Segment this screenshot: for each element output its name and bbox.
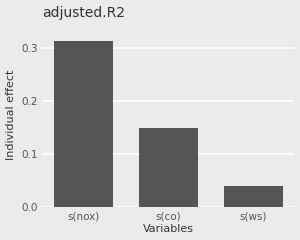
X-axis label: Variables: Variables (143, 224, 194, 234)
Y-axis label: Individual effect: Individual effect (6, 69, 16, 160)
Bar (139, 128, 198, 207)
Bar (54, 41, 113, 207)
Text: adjusted.R2: adjusted.R2 (43, 6, 125, 19)
Bar (224, 186, 283, 207)
